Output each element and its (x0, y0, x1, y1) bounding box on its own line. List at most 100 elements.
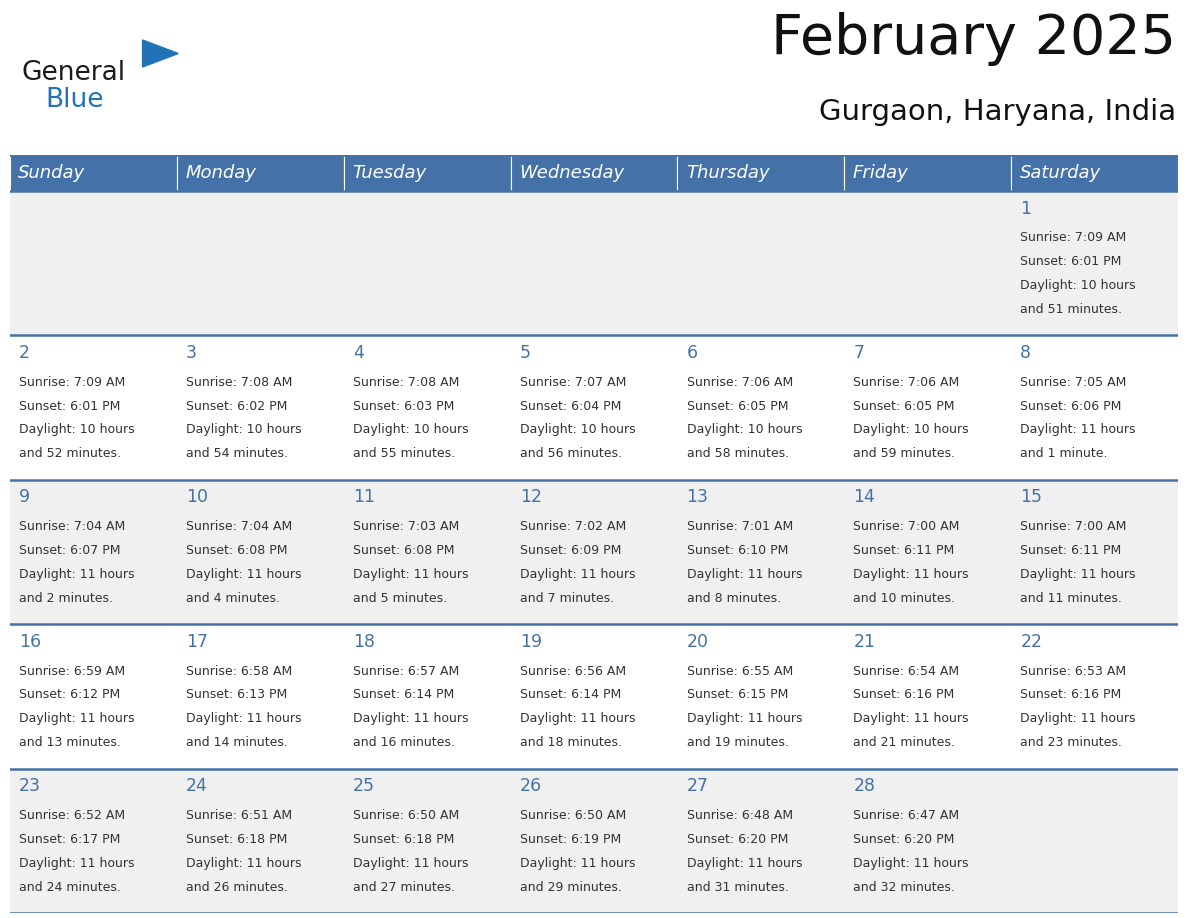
Text: 14: 14 (853, 488, 876, 507)
Text: Sunset: 6:20 PM: Sunset: 6:20 PM (853, 833, 955, 845)
Text: Daylight: 11 hours: Daylight: 11 hours (687, 856, 802, 869)
Text: and 19 minutes.: and 19 minutes. (687, 736, 789, 749)
Text: Sunset: 6:18 PM: Sunset: 6:18 PM (187, 833, 287, 845)
Text: Sunset: 6:14 PM: Sunset: 6:14 PM (353, 688, 454, 701)
Text: 26: 26 (519, 778, 542, 795)
Text: Sunset: 6:19 PM: Sunset: 6:19 PM (519, 833, 621, 845)
Text: 24: 24 (187, 778, 208, 795)
Text: and 21 minutes.: and 21 minutes. (853, 736, 955, 749)
Text: and 51 minutes.: and 51 minutes. (1020, 303, 1123, 316)
Text: Daylight: 11 hours: Daylight: 11 hours (853, 712, 969, 725)
Text: Sunset: 6:03 PM: Sunset: 6:03 PM (353, 399, 454, 413)
Text: and 10 minutes.: and 10 minutes. (853, 592, 955, 605)
Text: Monday: Monday (185, 164, 257, 182)
Text: Daylight: 11 hours: Daylight: 11 hours (353, 856, 468, 869)
Text: 1: 1 (1020, 199, 1031, 218)
Text: Sunset: 6:08 PM: Sunset: 6:08 PM (187, 544, 287, 557)
Text: Daylight: 10 hours: Daylight: 10 hours (687, 423, 802, 436)
FancyBboxPatch shape (511, 191, 677, 335)
Text: Sunset: 6:02 PM: Sunset: 6:02 PM (187, 399, 287, 413)
FancyBboxPatch shape (677, 480, 845, 624)
Text: Sunset: 6:06 PM: Sunset: 6:06 PM (1020, 399, 1121, 413)
Text: and 11 minutes.: and 11 minutes. (1020, 592, 1123, 605)
Text: General: General (21, 60, 126, 86)
FancyBboxPatch shape (10, 624, 177, 768)
Text: Sunrise: 7:03 AM: Sunrise: 7:03 AM (353, 521, 459, 533)
FancyBboxPatch shape (177, 191, 343, 335)
Text: Daylight: 11 hours: Daylight: 11 hours (187, 712, 302, 725)
Text: 23: 23 (19, 778, 42, 795)
Polygon shape (143, 40, 178, 67)
Text: Sunset: 6:13 PM: Sunset: 6:13 PM (187, 688, 287, 701)
FancyBboxPatch shape (677, 624, 845, 768)
FancyBboxPatch shape (343, 155, 511, 191)
FancyBboxPatch shape (1011, 191, 1178, 335)
Text: 11: 11 (353, 488, 375, 507)
Text: Daylight: 11 hours: Daylight: 11 hours (1020, 712, 1136, 725)
FancyBboxPatch shape (677, 155, 845, 191)
FancyBboxPatch shape (343, 624, 511, 768)
Text: 9: 9 (19, 488, 31, 507)
Text: Daylight: 10 hours: Daylight: 10 hours (853, 423, 969, 436)
FancyBboxPatch shape (177, 480, 343, 624)
Text: Sunrise: 6:50 AM: Sunrise: 6:50 AM (519, 809, 626, 822)
Text: and 4 minutes.: and 4 minutes. (187, 592, 280, 605)
FancyBboxPatch shape (343, 191, 511, 335)
Text: and 55 minutes.: and 55 minutes. (353, 447, 455, 460)
FancyBboxPatch shape (677, 191, 845, 335)
FancyBboxPatch shape (511, 155, 677, 191)
Text: Daylight: 11 hours: Daylight: 11 hours (19, 568, 134, 581)
FancyBboxPatch shape (343, 768, 511, 913)
Text: and 14 minutes.: and 14 minutes. (187, 736, 287, 749)
Text: and 1 minute.: and 1 minute. (1020, 447, 1108, 460)
Text: 16: 16 (19, 633, 42, 651)
Text: Sunrise: 6:57 AM: Sunrise: 6:57 AM (353, 665, 459, 677)
Text: and 2 minutes.: and 2 minutes. (19, 592, 113, 605)
Text: Sunrise: 7:04 AM: Sunrise: 7:04 AM (19, 521, 126, 533)
Text: and 26 minutes.: and 26 minutes. (187, 880, 287, 893)
Text: Daylight: 10 hours: Daylight: 10 hours (187, 423, 302, 436)
Text: Sunrise: 7:04 AM: Sunrise: 7:04 AM (187, 521, 292, 533)
FancyBboxPatch shape (1011, 624, 1178, 768)
Text: and 56 minutes.: and 56 minutes. (519, 447, 621, 460)
Text: Sunset: 6:12 PM: Sunset: 6:12 PM (19, 688, 120, 701)
Text: 7: 7 (853, 344, 865, 362)
Text: Daylight: 11 hours: Daylight: 11 hours (687, 568, 802, 581)
FancyBboxPatch shape (845, 480, 1011, 624)
Text: and 52 minutes.: and 52 minutes. (19, 447, 121, 460)
Text: and 31 minutes.: and 31 minutes. (687, 880, 789, 893)
Text: Saturday: Saturday (1019, 164, 1100, 182)
Text: Blue: Blue (45, 87, 103, 113)
Text: Sunrise: 7:01 AM: Sunrise: 7:01 AM (687, 521, 792, 533)
Text: Daylight: 11 hours: Daylight: 11 hours (353, 568, 468, 581)
Text: Daylight: 11 hours: Daylight: 11 hours (1020, 423, 1136, 436)
Text: Daylight: 10 hours: Daylight: 10 hours (353, 423, 468, 436)
Text: 28: 28 (853, 778, 876, 795)
FancyBboxPatch shape (511, 480, 677, 624)
Text: and 32 minutes.: and 32 minutes. (853, 880, 955, 893)
Text: 13: 13 (687, 488, 708, 507)
Text: Daylight: 11 hours: Daylight: 11 hours (19, 712, 134, 725)
Text: and 13 minutes.: and 13 minutes. (19, 736, 121, 749)
Text: 10: 10 (187, 488, 208, 507)
Text: Sunrise: 7:05 AM: Sunrise: 7:05 AM (1020, 375, 1126, 389)
Text: 3: 3 (187, 344, 197, 362)
Text: 8: 8 (1020, 344, 1031, 362)
Text: Daylight: 10 hours: Daylight: 10 hours (519, 423, 636, 436)
Text: 25: 25 (353, 778, 375, 795)
FancyBboxPatch shape (10, 335, 177, 480)
Text: Sunrise: 7:09 AM: Sunrise: 7:09 AM (1020, 231, 1126, 244)
Text: Sunrise: 7:07 AM: Sunrise: 7:07 AM (519, 375, 626, 389)
FancyBboxPatch shape (845, 155, 1011, 191)
FancyBboxPatch shape (1011, 480, 1178, 624)
Text: Sunset: 6:15 PM: Sunset: 6:15 PM (687, 688, 788, 701)
Text: February 2025: February 2025 (771, 12, 1176, 66)
Text: and 29 minutes.: and 29 minutes. (519, 880, 621, 893)
Text: Sunrise: 7:09 AM: Sunrise: 7:09 AM (19, 375, 126, 389)
Text: Sunday: Sunday (18, 164, 86, 182)
Text: Sunrise: 6:52 AM: Sunrise: 6:52 AM (19, 809, 125, 822)
Text: and 59 minutes.: and 59 minutes. (853, 447, 955, 460)
FancyBboxPatch shape (343, 480, 511, 624)
FancyBboxPatch shape (10, 768, 177, 913)
Text: 17: 17 (187, 633, 208, 651)
